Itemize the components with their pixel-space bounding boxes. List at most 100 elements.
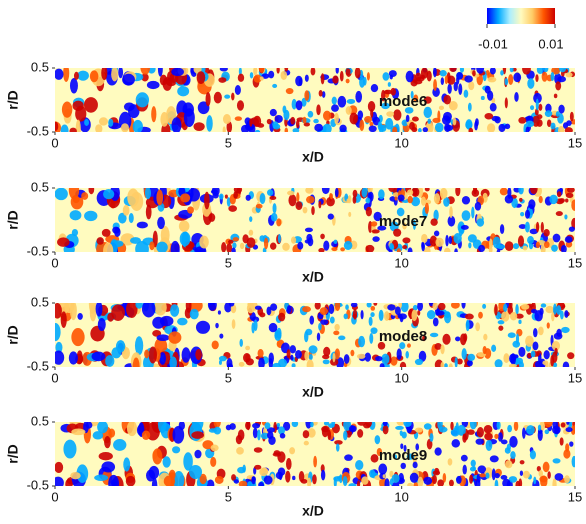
contour-blob [310,422,314,428]
contour-blob [254,465,261,470]
contour-blob [270,196,277,200]
contour-blob [488,77,497,83]
contour-blob [50,323,61,341]
contour-blob [309,316,314,325]
contour-blob [238,430,245,441]
contour-blob [501,311,509,321]
contour-blob [397,248,401,253]
y-tick-label: -0.5 [27,477,49,492]
contour-blob [363,423,371,428]
contour-blob [311,67,316,75]
x-axis-label: x/D [302,269,324,285]
contour-blob [273,203,277,213]
contour-blob [265,422,271,429]
contour-blob [240,243,244,249]
contour-blob [495,479,499,491]
contour-blob [235,116,242,121]
contour-blob [358,110,364,119]
contour-blob [152,448,162,464]
contour-blob [536,222,539,233]
contour-blob [405,351,408,359]
contour-blob [267,119,272,124]
contour-blob [126,300,137,318]
contour-blob [478,245,485,252]
contour-blob [487,123,495,133]
contour-blob [505,78,508,85]
contour-blob [343,476,348,486]
contour-blob [563,449,570,458]
contour-blob [104,436,111,448]
contour-blob [555,473,564,481]
contour-blob [93,431,104,439]
contour-blob [411,310,417,321]
contour-blob [445,75,448,84]
contour-blob [69,351,78,364]
contour-blob [99,117,108,125]
contour-blob [520,460,525,464]
contour-blob [533,328,537,337]
contour-blob [370,109,373,118]
contour-blob [303,430,310,438]
contour-blob [514,421,518,431]
contour-blob [484,113,493,120]
contour-blob [204,192,210,210]
contour-blob [458,83,462,95]
contour-blob [348,483,356,488]
contour-blob [330,193,333,199]
contour-blob [436,311,445,316]
contour-blob [553,234,561,243]
contour-blob [71,428,85,435]
x-tick-label: 15 [568,489,582,504]
contour-blob [233,237,239,241]
contour-blob [388,82,391,87]
contour-blob [74,72,79,80]
contour-blob [334,324,339,331]
contour-blob [423,477,432,485]
contour-blob [394,197,397,201]
x-tick-label: 5 [225,370,232,385]
contour-blob [195,349,202,360]
contour-blob [256,204,263,209]
contour-blob [314,124,323,132]
contour-blob [306,196,315,204]
contour-blob [54,462,63,473]
contour-blob [290,345,297,353]
contour-blob [395,426,404,430]
contour-blob [449,236,452,244]
contour-blob [246,358,254,365]
contour-blob [551,312,554,321]
contour-blob [332,353,335,363]
contour-blob [508,332,516,338]
contour-blob [252,423,260,428]
contour-blob [378,121,382,130]
contour-blob [123,205,130,216]
contour-blob [545,361,548,371]
contour-blob [561,327,570,333]
contour-blob [486,440,493,451]
contour-blob [320,307,328,315]
contour-blob [280,433,286,438]
contour-blob [479,473,486,477]
contour-blob [103,243,113,260]
contour-blob [346,106,352,115]
contour-blob [270,109,277,116]
contour-blob [281,71,288,80]
contour-blob [304,90,309,101]
contour-blob [193,122,204,131]
contour-blob [65,479,72,489]
contour-blob [237,100,244,111]
contour-blob [130,237,141,244]
y-axis-label: r/D [5,210,21,229]
contour-blob [448,458,453,465]
contour-blob [158,62,163,76]
contour-blob [443,112,452,121]
contour-blob [304,441,309,446]
contour-blob [389,243,394,250]
contour-blob [361,476,368,484]
contour-blob [258,358,265,370]
contour-blob [90,70,99,82]
contour-blob [272,84,277,88]
y-tick-label: 0.5 [31,179,49,194]
contour-blob [371,306,376,311]
contour-blob [71,328,84,346]
